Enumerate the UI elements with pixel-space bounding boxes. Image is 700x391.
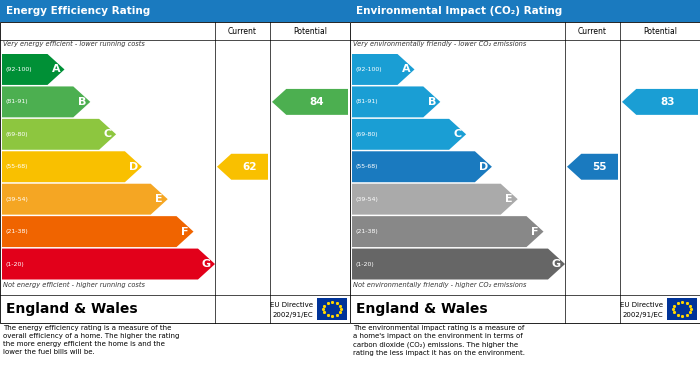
Text: Current: Current [228, 27, 257, 36]
Text: A: A [52, 65, 60, 74]
Text: G: G [552, 259, 561, 269]
Text: Potential: Potential [293, 27, 327, 36]
Text: Current: Current [578, 27, 607, 36]
Polygon shape [352, 184, 518, 215]
Text: E: E [505, 194, 513, 204]
Bar [0, 22, 350, 323]
Text: Not energy efficient - higher running costs: Not energy efficient - higher running co… [3, 282, 145, 288]
Text: England & Wales: England & Wales [356, 302, 488, 316]
Text: (92-100): (92-100) [355, 67, 382, 72]
Polygon shape [567, 154, 618, 180]
Text: The energy efficiency rating is a measure of the
overall efficiency of a home. T: The energy efficiency rating is a measur… [3, 325, 179, 355]
Text: C: C [104, 129, 112, 139]
Text: Very environmentally friendly - lower CO₂ emissions: Very environmentally friendly - lower CO… [353, 41, 526, 47]
Text: (1-20): (1-20) [5, 262, 24, 267]
Text: (21-38): (21-38) [5, 229, 28, 234]
Text: (1-20): (1-20) [355, 262, 374, 267]
Text: (92-100): (92-100) [5, 67, 32, 72]
Polygon shape [352, 249, 565, 280]
Polygon shape [2, 54, 64, 85]
Polygon shape [2, 119, 116, 150]
Text: 84: 84 [310, 97, 324, 107]
Text: E: E [155, 194, 163, 204]
Text: (21-38): (21-38) [355, 229, 378, 234]
Text: F: F [531, 227, 539, 237]
Polygon shape [217, 154, 268, 180]
Polygon shape [352, 216, 543, 247]
Polygon shape [2, 184, 168, 215]
Text: Energy Efficiency Rating: Energy Efficiency Rating [6, 6, 150, 16]
Text: (69-80): (69-80) [5, 132, 27, 137]
Polygon shape [352, 54, 414, 85]
Text: G: G [202, 259, 211, 269]
Text: 2002/91/EC: 2002/91/EC [622, 312, 663, 317]
Text: B: B [78, 97, 86, 107]
Text: EU Directive: EU Directive [270, 302, 313, 308]
Bar [0, 0, 350, 22]
Text: Potential: Potential [643, 27, 677, 36]
Bar [667, 298, 697, 320]
Text: (81-91): (81-91) [355, 99, 377, 104]
Text: Very energy efficient - lower running costs: Very energy efficient - lower running co… [3, 41, 145, 47]
Polygon shape [352, 119, 466, 150]
Bar [350, 22, 700, 323]
Polygon shape [622, 89, 698, 115]
Text: Not environmentally friendly - higher CO₂ emissions: Not environmentally friendly - higher CO… [353, 282, 526, 288]
Text: (69-80): (69-80) [355, 132, 377, 137]
Polygon shape [2, 151, 142, 182]
Text: EU Directive: EU Directive [620, 302, 663, 308]
Text: C: C [454, 129, 462, 139]
Polygon shape [2, 86, 90, 117]
Text: (39-54): (39-54) [355, 197, 378, 202]
Text: 55: 55 [592, 162, 607, 172]
Text: The environmental impact rating is a measure of
a home's impact on the environme: The environmental impact rating is a mea… [353, 325, 525, 355]
Text: (39-54): (39-54) [5, 197, 28, 202]
Text: (81-91): (81-91) [5, 99, 27, 104]
Polygon shape [2, 249, 215, 280]
Text: (55-68): (55-68) [5, 164, 27, 169]
Text: D: D [479, 162, 488, 172]
Text: Environmental Impact (CO₂) Rating: Environmental Impact (CO₂) Rating [356, 6, 562, 16]
Polygon shape [2, 216, 193, 247]
Text: D: D [129, 162, 138, 172]
Text: 83: 83 [660, 97, 674, 107]
Text: F: F [181, 227, 189, 237]
Polygon shape [352, 151, 492, 182]
Polygon shape [352, 86, 440, 117]
Text: A: A [402, 65, 410, 74]
Text: 62: 62 [242, 162, 257, 172]
Polygon shape [272, 89, 348, 115]
Text: 2002/91/EC: 2002/91/EC [272, 312, 313, 317]
Text: B: B [428, 97, 436, 107]
Text: England & Wales: England & Wales [6, 302, 138, 316]
Text: (55-68): (55-68) [355, 164, 377, 169]
Bar [317, 298, 347, 320]
Bar [350, 0, 700, 22]
